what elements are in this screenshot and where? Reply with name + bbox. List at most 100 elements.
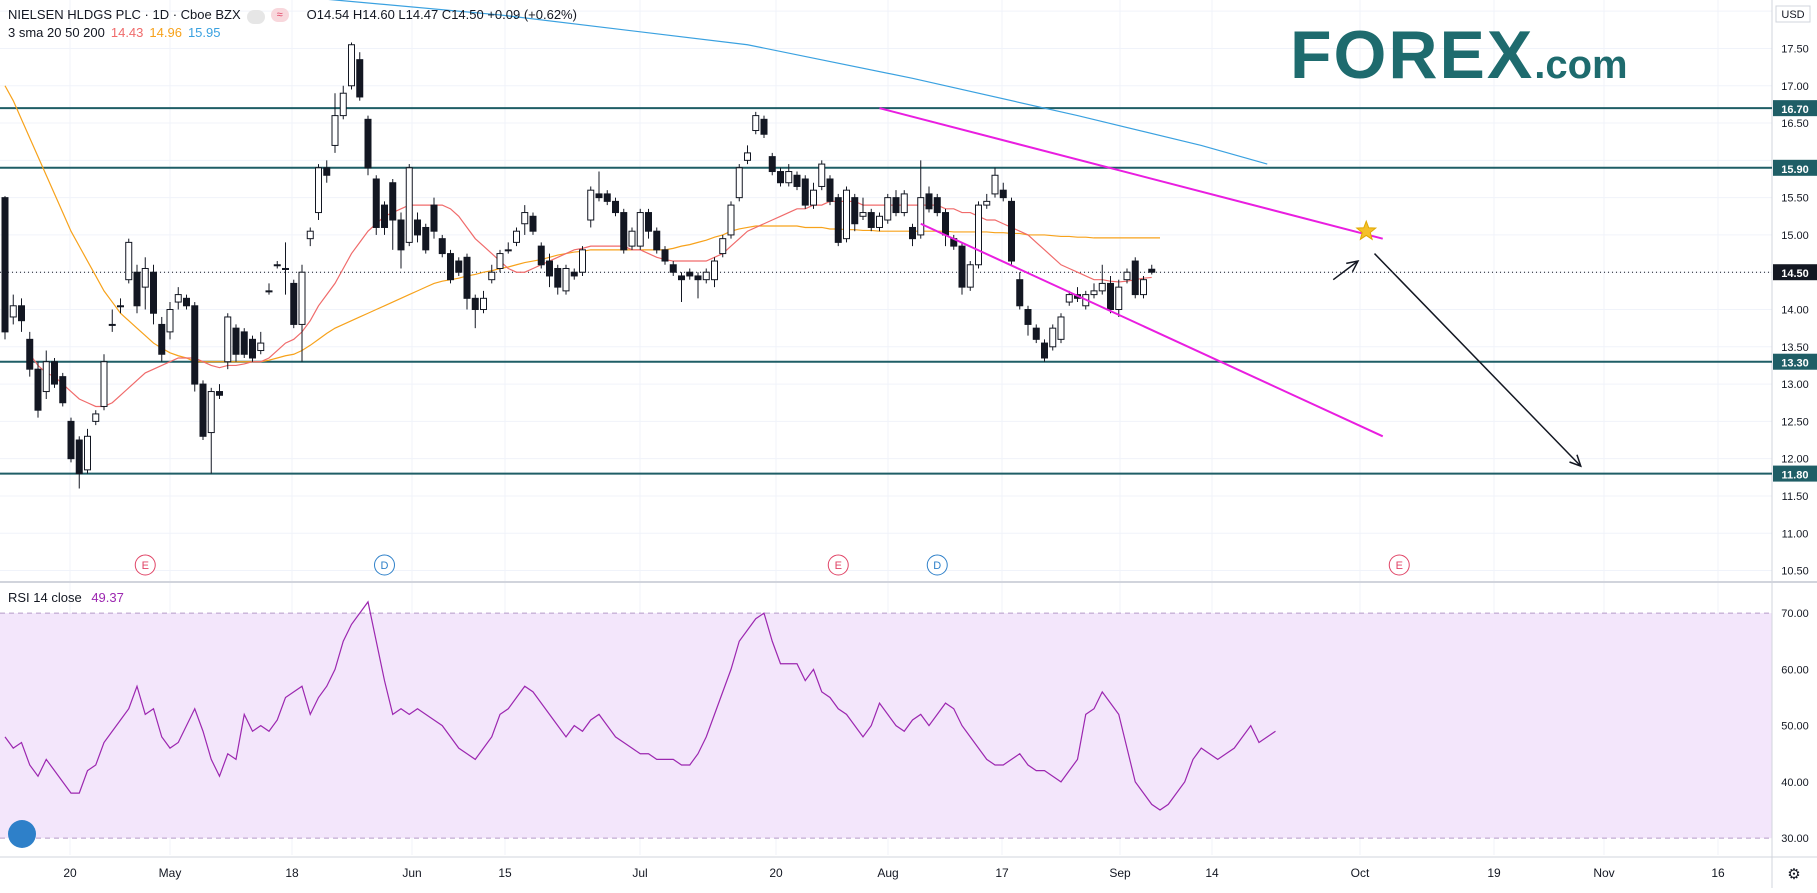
candle-body (917, 197, 925, 236)
candle-body (958, 245, 966, 288)
candle-body (744, 152, 751, 161)
level-label: 15.90 (1781, 164, 1809, 176)
candle-body (521, 212, 529, 225)
rsi-label[interactable]: RSI 14 close (8, 590, 82, 605)
event-marker-label: D (933, 560, 941, 572)
candle-body (150, 271, 157, 314)
candle-body (240, 331, 248, 355)
candle-body (430, 204, 438, 232)
candle-body (75, 439, 83, 475)
candle-body (298, 271, 306, 325)
legend-symbol-row: NIELSEN HLDGS PLC · 1D · Cboe BZX ≈ O14.… (8, 6, 577, 24)
candle-body (488, 271, 496, 281)
candle-body (562, 267, 570, 292)
candle-body (356, 59, 364, 98)
candle-body (801, 178, 809, 206)
candle-body (900, 193, 908, 214)
candle-body (587, 189, 595, 221)
candle-body (158, 323, 166, 355)
level-label: 13.30 (1781, 358, 1809, 370)
candle-body (1, 197, 9, 333)
candle-body (513, 230, 520, 243)
candle-body (9, 305, 17, 318)
rsi-band (0, 613, 1772, 839)
candle-body (859, 212, 867, 217)
legend-sma-row: 3 sma 20 50 200 14.43 14.96 15.95 (8, 24, 577, 42)
candle-body (282, 267, 289, 270)
candle-body (727, 204, 735, 236)
candle-body (364, 118, 372, 169)
candle-body (290, 282, 298, 325)
candle-body (834, 197, 842, 243)
ohlc-values: O14.54 H14.60 L14.47 C14.50 +0.09 (+0.62… (306, 7, 577, 22)
candle-body (257, 342, 265, 352)
candle-body (372, 178, 380, 228)
candle-body (702, 271, 710, 281)
star-marker (1355, 219, 1378, 241)
candle-body (306, 230, 314, 240)
candle-body (933, 197, 941, 214)
rsi-legend: RSI 14 close 49.37 (8, 590, 124, 605)
candle-body (909, 226, 916, 240)
candle-body (108, 323, 116, 326)
candle-body (216, 391, 223, 396)
candle-body (661, 249, 669, 262)
level-label-bg (1773, 353, 1817, 370)
candle-body (777, 171, 784, 184)
level-label: 11.80 (1782, 470, 1809, 482)
candle-body (810, 189, 817, 206)
candle-body (463, 256, 471, 299)
sma200-value: 15.95 (187, 25, 221, 40)
event-marker (926, 554, 948, 576)
price-tick-label: 15.50 (1781, 193, 1809, 205)
event-marker (134, 554, 156, 576)
event-marker (827, 554, 849, 576)
sma-label[interactable]: 3 sma 20 50 200 (8, 25, 105, 40)
time-tick-label: 14 (1205, 866, 1219, 880)
sma20-value: 14.43 (110, 25, 144, 40)
candle-body (1131, 260, 1139, 296)
price-tick-label: 15.00 (1781, 230, 1809, 242)
candle-body (1057, 316, 1065, 340)
candle-body (447, 253, 454, 281)
level-label-bg (1773, 159, 1817, 176)
logo-suffix: .com (1534, 43, 1628, 87)
candle-body (735, 167, 743, 199)
visibility-toggle-icon[interactable] (246, 10, 265, 24)
candle-body (191, 305, 199, 385)
rsi-tick-label: 60.00 (1781, 664, 1809, 676)
candle-body (480, 297, 487, 311)
tradingview-badge-icon[interactable] (8, 820, 36, 848)
candle-body (117, 305, 124, 308)
time-tick-label: 16 (1711, 866, 1725, 880)
candle-body (620, 212, 628, 251)
candle-body (389, 182, 397, 221)
candle-body (34, 368, 42, 411)
candle-body (414, 219, 421, 236)
candle-body (504, 249, 512, 252)
symbol-label[interactable]: NIELSEN HLDGS PLC · 1D · Cboe BZX (8, 7, 241, 22)
event-marker (374, 554, 395, 576)
settings-gear-icon[interactable]: ⚙ (1787, 866, 1800, 883)
projection-arrow-long (1373, 253, 1582, 467)
price-tick-label: 13.50 (1781, 342, 1809, 354)
time-tick-label: Nov (1593, 866, 1614, 880)
price-tick-label: 12.50 (1781, 416, 1809, 428)
projection-arrow-short (1332, 260, 1359, 281)
candle-body (405, 167, 413, 243)
candle-body (232, 327, 240, 355)
compare-icon[interactable]: ≈ (270, 8, 289, 22)
candle-body (818, 163, 826, 187)
chart-legend: NIELSEN HLDGS PLC · 1D · Cboe BZX ≈ O14.… (8, 6, 577, 42)
candle-body (1041, 342, 1048, 359)
candle-body (636, 212, 644, 247)
candle-body (529, 215, 537, 232)
channel-trendline (920, 222, 1384, 438)
candle-body (942, 212, 949, 236)
candle-body (141, 267, 149, 288)
sma20-line (29, 200, 1152, 408)
price-tick-label: 10.50 (1781, 566, 1809, 578)
candle-body (686, 271, 694, 277)
price-tick-label: 14.00 (1781, 305, 1809, 317)
